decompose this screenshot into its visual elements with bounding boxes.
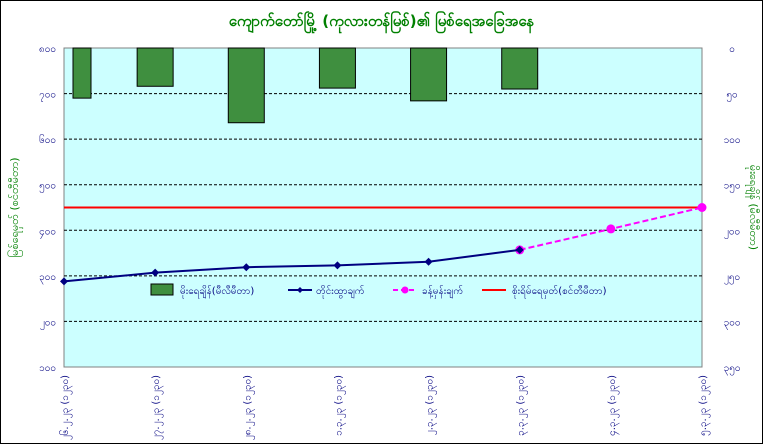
observed-point	[515, 245, 524, 254]
right-tick-label: ၃၅၀	[724, 363, 741, 376]
observed-point	[242, 263, 251, 272]
right-axis-title: မိုးရေချိန် (မီလီမီတာ)	[745, 165, 760, 250]
left-tick-label: ၆၀၀	[39, 133, 56, 146]
x-tick-label: ၂၇.၂.၂၃ (၁၂၃၀)	[151, 375, 164, 440]
observed-line	[63, 248, 520, 283]
legend-marker-observed	[297, 287, 303, 293]
x-tick-label: ၁.၃.၂၃ (၁၂၃၀)	[333, 375, 346, 436]
rainfall-bar	[72, 47, 92, 99]
legend-label-observed: တိုင်းထွာချက်	[316, 284, 365, 299]
left-tick-label: ၄၀၀	[39, 226, 56, 239]
left-tick-label: ၈၀၀	[39, 44, 56, 55]
rainfall-bar	[318, 47, 356, 89]
observed-point	[151, 268, 160, 277]
rainfall-bar	[410, 47, 448, 102]
right-tick-label: ၂၀၀	[724, 226, 740, 239]
observed-point	[333, 261, 342, 270]
x-tick-label: ၂.၃.၂၃ (၁၂၃၀)	[425, 375, 438, 435]
observed-point	[424, 257, 433, 266]
right-tick-label: ၅၀	[726, 90, 737, 103]
legend-label-forecast: ခန့်မှန်းချက်	[422, 284, 463, 299]
observed-point	[60, 277, 68, 286]
x-tick-label: ၄.၃.၂၃ (၁၂၃၀)	[607, 375, 620, 436]
right-tick-label: ၂၅၀	[724, 272, 740, 285]
legend-marker-forecast	[401, 286, 409, 294]
chart-title: ကျောက်တော်မြို့ (ကုလားတန်မြစ်)၏ မြစ်ရေအခ…	[228, 12, 535, 30]
x-tick-label: ၂၆.၂.၂၃ (၁၂၃၀)	[58, 375, 73, 440]
legend-label-rainfall: မိုးရေချိန်(မီလီမီတာ)	[180, 284, 254, 299]
right-tick-label: ၃၀၀	[724, 317, 741, 330]
right-tick-label: ၁၅၀	[724, 181, 741, 194]
right-tick-label: ၀	[729, 44, 735, 55]
legend-swatch-rainfall	[150, 283, 174, 296]
forecast-point	[697, 203, 707, 212]
rainfall-bar	[136, 47, 174, 87]
rainfall-bar	[227, 47, 265, 124]
forecast-point	[606, 224, 616, 234]
left-tick-label: ၃၀၀	[39, 272, 56, 285]
left-tick-label: ၂၀၀	[40, 317, 56, 330]
left-tick-label: ၁၀၀	[39, 363, 56, 374]
x-tick-label: ၃.၃.၂၃ (၁၂၃၀)	[516, 375, 529, 436]
left-tick-label: ၅၀၀	[39, 181, 56, 194]
x-tick-label: ၂၈.၂.၂၃ (၁၂၃၀)	[242, 375, 255, 440]
x-tick-label: ၅.၃.၂၃ (၁၂၃၀)	[698, 375, 711, 436]
rainfall-bar	[501, 47, 539, 90]
left-axis-title: မြစ်ရေမှတ် (စင်တီမီတာ)	[7, 157, 23, 257]
legend-label-danger: စိုးရိမ်ရေမှတ်(စင်တီမီတာ)	[512, 284, 607, 299]
right-tick-label: ၁၀၀	[724, 135, 741, 146]
left-tick-label: ၇၀၀	[39, 90, 56, 103]
